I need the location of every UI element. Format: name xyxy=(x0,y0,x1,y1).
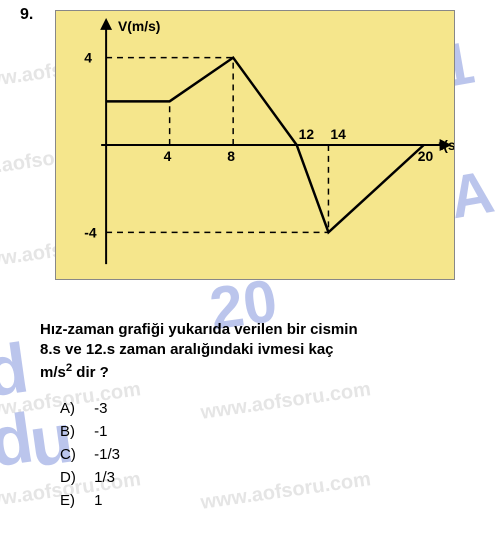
option-b-value: -1 xyxy=(94,423,107,440)
svg-text:t(s): t(s) xyxy=(439,137,454,153)
svg-text:-4: -4 xyxy=(84,224,97,240)
watermark-text: www.aofsoru.com xyxy=(199,468,372,515)
option-b-label: B) xyxy=(60,423,90,440)
option-b[interactable]: B) -1 xyxy=(60,423,120,440)
option-a[interactable]: A) -3 xyxy=(60,400,120,417)
question-line1: Hız-zaman grafiği yukarıda verilen bir c… xyxy=(40,321,358,338)
option-a-value: -3 xyxy=(94,400,107,417)
svg-text:4: 4 xyxy=(84,50,92,66)
option-c[interactable]: C) -1/3 xyxy=(60,446,120,463)
option-a-label: A) xyxy=(60,400,90,417)
option-c-value: -1/3 xyxy=(94,446,120,463)
option-e-value: 1 xyxy=(94,492,102,509)
velocity-time-chart: V(m/s) t(s) 4 -4 4 8 12 14 20 xyxy=(55,10,455,280)
chart-svg: V(m/s) t(s) 4 -4 4 8 12 14 20 xyxy=(56,11,454,279)
option-d-value: 1/3 xyxy=(94,469,115,486)
option-e[interactable]: E) 1 xyxy=(60,492,120,509)
svg-text:12: 12 xyxy=(299,126,315,142)
blue-watermark: d xyxy=(0,397,38,482)
svg-text:14: 14 xyxy=(330,126,346,142)
option-c-label: C) xyxy=(60,446,90,463)
svg-text:V(m/s): V(m/s) xyxy=(118,18,160,34)
svg-text:4: 4 xyxy=(164,148,172,164)
blue-watermark: d xyxy=(0,327,33,412)
svg-text:20: 20 xyxy=(418,148,434,164)
question-line2: 8.s ve 12.s zaman aralığındaki ivmesi ka… xyxy=(40,341,334,358)
question-line3a: m/s xyxy=(40,364,66,381)
option-d-label: D) xyxy=(60,469,90,486)
options-list: A) -3 B) -1 C) -1/3 D) 1/3 E) 1 xyxy=(60,400,120,515)
question-number: 9. xyxy=(20,6,33,24)
option-d[interactable]: D) 1/3 xyxy=(60,469,120,486)
option-e-label: E) xyxy=(60,492,90,509)
question-text: Hız-zaman grafiği yukarıda verilen bir c… xyxy=(40,320,480,383)
svg-text:8: 8 xyxy=(227,148,235,164)
watermark-text: www.aofsoru.com xyxy=(199,378,372,425)
question-line3b: dir ? xyxy=(72,364,109,381)
